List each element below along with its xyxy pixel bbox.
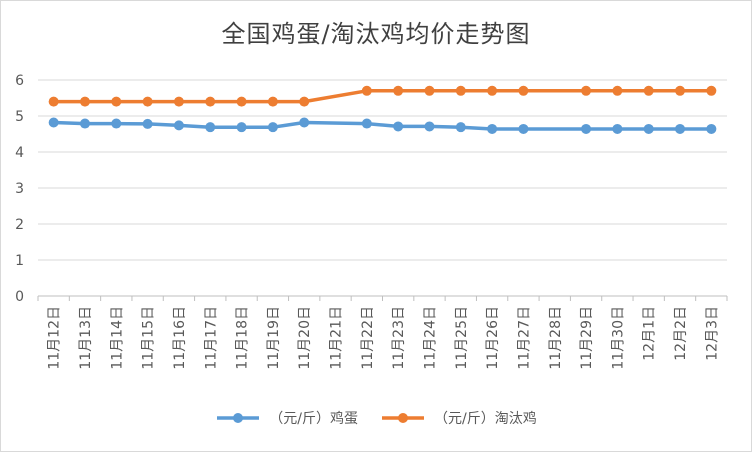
data-point-0: [361, 118, 372, 129]
data-point-0: [236, 122, 247, 133]
x-tick-label: 11月26日: [485, 306, 501, 370]
data-point-0: [518, 123, 529, 134]
x-tick-label: 11月28日: [548, 306, 564, 370]
x-tick-label: 12月3日: [704, 306, 720, 361]
x-tick-label: 11月12日: [47, 306, 63, 370]
x-tick-label: 11月21日: [329, 306, 345, 370]
data-point-1: [79, 96, 90, 107]
x-tick-label: 12月1日: [642, 306, 658, 361]
data-point-1: [455, 85, 466, 96]
data-point-1: [393, 85, 404, 96]
data-point-0: [581, 123, 592, 134]
data-point-1: [581, 85, 592, 96]
y-tick-label: 0: [15, 289, 24, 305]
legend-label-culled-hens: （元/斤）淘汰鸡: [434, 411, 537, 427]
x-tick-label: 11月23日: [391, 306, 407, 370]
data-point-1: [142, 96, 153, 107]
data-point-1: [299, 96, 310, 107]
data-point-1: [236, 96, 247, 107]
x-tick-label: 11月20日: [297, 306, 313, 370]
series-line-1: [51, 89, 714, 104]
data-point-0: [643, 123, 654, 134]
legend-swatch-eggs: [217, 413, 260, 423]
data-point-1: [111, 96, 122, 107]
data-point-0: [424, 121, 435, 132]
x-tick-label: 11月30日: [610, 306, 626, 370]
data-point-0: [455, 122, 466, 133]
data-point-1: [424, 85, 435, 96]
data-point-0: [79, 118, 90, 129]
x-tick-label: 11月15日: [141, 306, 157, 370]
x-tick-label: 11月13日: [78, 306, 94, 370]
legend-item-culled-hens: （元/斤）淘汰鸡: [380, 408, 537, 428]
data-point-0: [675, 123, 686, 134]
data-point-0: [173, 120, 184, 131]
x-tick-label: 11月25日: [454, 306, 470, 370]
data-point-1: [48, 96, 59, 107]
data-point-0: [267, 122, 278, 133]
data-point-1: [487, 85, 498, 96]
data-point-1: [267, 96, 278, 107]
data-point-0: [48, 117, 59, 128]
x-tick-label: 12月2日: [673, 306, 689, 361]
data-point-1: [205, 96, 216, 107]
data-point-0: [612, 123, 623, 134]
data-point-1: [643, 85, 654, 96]
x-tick-label: 11月14日: [109, 306, 125, 370]
y-tick-label: 6: [15, 73, 24, 89]
x-tick-label: 11月24日: [422, 306, 438, 370]
data-point-0: [205, 122, 216, 133]
x-tick-label: 11月19日: [266, 306, 282, 370]
y-tick-label: 5: [15, 109, 24, 125]
y-tick-label: 1: [15, 253, 24, 269]
y-tick-label: 3: [15, 181, 24, 197]
x-tick-label: 11月16日: [172, 306, 188, 370]
data-point-1: [518, 85, 529, 96]
data-point-1: [173, 96, 184, 107]
legend-label-eggs: （元/斤）鸡蛋: [269, 411, 358, 427]
y-tick-label: 2: [15, 217, 24, 233]
data-point-0: [111, 118, 122, 129]
data-point-1: [612, 85, 623, 96]
x-tick-label: 11月17日: [203, 306, 219, 370]
data-point-0: [487, 123, 498, 134]
data-point-1: [361, 85, 372, 96]
x-tick-label: 11月29日: [579, 306, 595, 370]
y-tick-label: 4: [15, 145, 24, 161]
legend: （元/斤）鸡蛋 （元/斤）淘汰鸡: [0, 408, 752, 428]
data-point-0: [299, 117, 310, 128]
legend-swatch-culled-hens: [382, 413, 424, 423]
x-tick-label: 11月27日: [516, 306, 532, 370]
x-tick-label: 11月22日: [360, 306, 376, 370]
legend-item-eggs: （元/斤）鸡蛋: [215, 408, 358, 428]
data-point-0: [142, 118, 153, 129]
series-line-0: [51, 120, 714, 131]
data-point-1: [675, 85, 686, 96]
x-tick-label: 11月18日: [235, 306, 251, 370]
chart-title: 全国鸡蛋/淘汰鸡均价走势图: [221, 20, 531, 48]
data-point-0: [393, 121, 404, 132]
data-point-0: [706, 123, 717, 134]
data-point-1: [706, 85, 717, 96]
